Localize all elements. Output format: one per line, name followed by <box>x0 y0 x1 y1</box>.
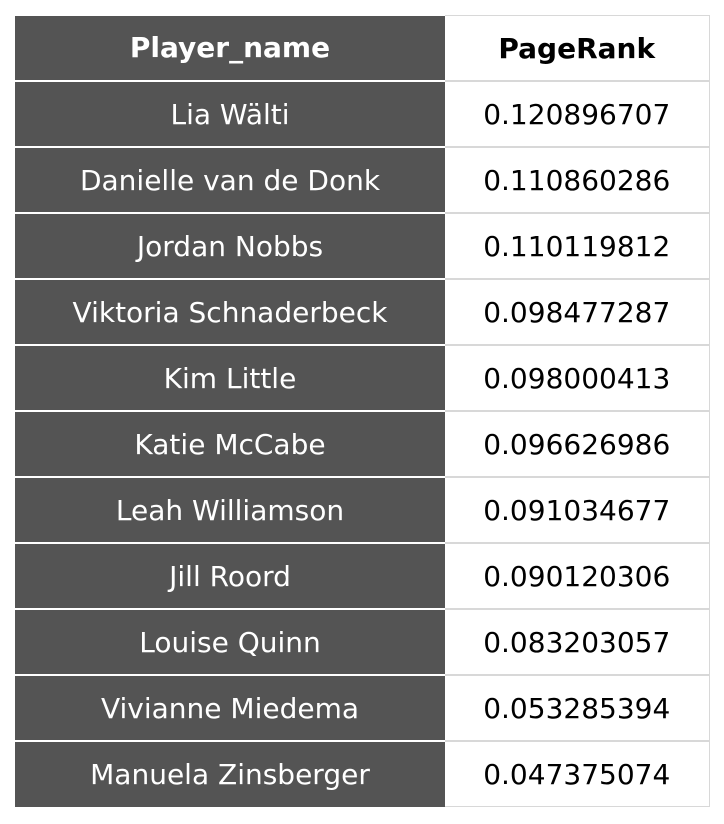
player-name-cell: Viktoria Schnaderbeck <box>15 279 445 346</box>
pagerank-value-cell: 0.091034677 <box>445 477 710 544</box>
column-header-pagerank: PageRank <box>445 15 710 82</box>
header-row: Player_name PageRank <box>15 15 710 82</box>
table-row: Vivianne Miedema 0.053285394 <box>15 675 710 742</box>
table-row: Manuela Zinsberger 0.047375074 <box>15 741 710 807</box>
table-row: Danielle van de Donk 0.110860286 <box>15 147 710 214</box>
table-row: Jill Roord 0.090120306 <box>15 543 710 610</box>
table-header: Player_name PageRank <box>15 15 710 82</box>
player-name-cell: Louise Quinn <box>15 609 445 676</box>
pagerank-value-cell: 0.120896707 <box>445 81 710 148</box>
player-name-cell: Kim Little <box>15 345 445 412</box>
player-name-cell: Danielle van de Donk <box>15 147 445 214</box>
player-name-cell: Manuela Zinsberger <box>15 741 445 807</box>
pagerank-value-cell: 0.110860286 <box>445 147 710 214</box>
table-row: Louise Quinn 0.083203057 <box>15 609 710 676</box>
player-name-cell: Vivianne Miedema <box>15 675 445 742</box>
pagerank-value-cell: 0.083203057 <box>445 609 710 676</box>
pagerank-value-cell: 0.096626986 <box>445 411 710 478</box>
pagerank-value-cell: 0.098477287 <box>445 279 710 346</box>
column-header-player-name: Player_name <box>15 15 445 82</box>
player-name-cell: Katie McCabe <box>15 411 445 478</box>
pagerank-value-cell: 0.098000413 <box>445 345 710 412</box>
table-row: Viktoria Schnaderbeck 0.098477287 <box>15 279 710 346</box>
pagerank-value-cell: 0.090120306 <box>445 543 710 610</box>
pagerank-table: Player_name PageRank Lia Wälti 0.12089670… <box>15 15 710 807</box>
pagerank-value-cell: 0.047375074 <box>445 741 710 807</box>
table-body: Lia Wälti 0.120896707 Danielle van de Donk… <box>15 81 710 807</box>
player-name-cell: Leah Williamson <box>15 477 445 544</box>
table-row: Lia Wälti 0.120896707 <box>15 81 710 148</box>
pagerank-value-cell: 0.053285394 <box>445 675 710 742</box>
player-name-cell: Jill Roord <box>15 543 445 610</box>
table-row: Kim Little 0.098000413 <box>15 345 710 412</box>
pagerank-table-container: Player_name PageRank Lia Wälti 0.12089670… <box>15 15 710 809</box>
table-row: Jordan Nobbs 0.110119812 <box>15 213 710 280</box>
table-row: Katie McCabe 0.096626986 <box>15 411 710 478</box>
table-row: Leah Williamson 0.091034677 <box>15 477 710 544</box>
player-name-cell: Jordan Nobbs <box>15 213 445 280</box>
player-name-cell: Lia Wälti <box>15 81 445 148</box>
pagerank-value-cell: 0.110119812 <box>445 213 710 280</box>
